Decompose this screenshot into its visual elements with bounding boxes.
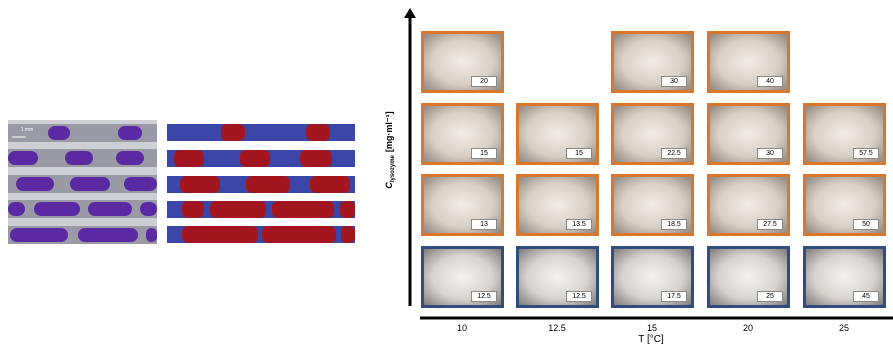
micrograph: 57.5: [803, 103, 886, 165]
concentration-label: 20: [471, 76, 497, 87]
x-tick-label: 15: [632, 323, 672, 333]
x-tick-label: 25: [824, 323, 864, 333]
concentration-label: 45: [853, 291, 879, 302]
micrograph: 15: [421, 103, 504, 165]
concentration-label: 18.5: [661, 219, 687, 230]
x-tick-label: 20: [728, 323, 768, 333]
concentration-label: 30: [661, 76, 687, 87]
concentration-label: 15: [566, 148, 592, 159]
y-subscript: lysozyme: [390, 154, 396, 182]
tube-photo: [8, 120, 157, 244]
x-tick-label: 12.5: [537, 323, 577, 333]
concentration-label: 15: [471, 148, 497, 159]
concentration-label: 13: [471, 219, 497, 230]
concentration-label: 12.5: [566, 291, 592, 302]
micrograph: 18.5: [611, 174, 694, 236]
figure: 1 mm Clysozyme[mg·ml⁻¹] T [°C] 203040151…: [0, 0, 893, 348]
scale-label: 1 mm: [21, 127, 34, 133]
micrograph: 15: [516, 103, 599, 165]
schematic: [167, 124, 355, 243]
micrograph: 45: [803, 246, 886, 308]
concentration-label: 25: [757, 291, 783, 302]
y-axis-title: Clysozyme[mg·ml⁻¹]: [384, 111, 396, 188]
micrograph: 27.5: [707, 174, 790, 236]
concentration-label: 27.5: [757, 219, 783, 230]
micrograph: 20: [421, 31, 504, 93]
concentration-label: 30: [757, 148, 783, 159]
micrograph: 12.5: [516, 246, 599, 308]
micrograph: 12.5: [421, 246, 504, 308]
micrograph: 50: [803, 174, 886, 236]
concentration-label: 12.5: [471, 291, 497, 302]
y-unit: [mg·ml⁻¹]: [384, 111, 394, 152]
concentration-label: 17.5: [661, 291, 687, 302]
concentration-label: 40: [757, 76, 783, 87]
concentration-label: 50: [853, 219, 879, 230]
micrograph: 13.5: [516, 174, 599, 236]
concentration-label: 13.5: [566, 219, 592, 230]
x-axis-title: T [°C]: [638, 334, 664, 345]
micrograph: 30: [611, 31, 694, 93]
concentration-label: 57.5: [853, 148, 879, 159]
micrograph: 17.5: [611, 246, 694, 308]
concentration-label: 22.5: [661, 148, 687, 159]
x-tick-label: 10: [442, 323, 482, 333]
micrograph: 22.5: [611, 103, 694, 165]
micrograph: 40: [707, 31, 790, 93]
micrograph: 13: [421, 174, 504, 236]
micrograph: 25: [707, 246, 790, 308]
micrograph: 30: [707, 103, 790, 165]
